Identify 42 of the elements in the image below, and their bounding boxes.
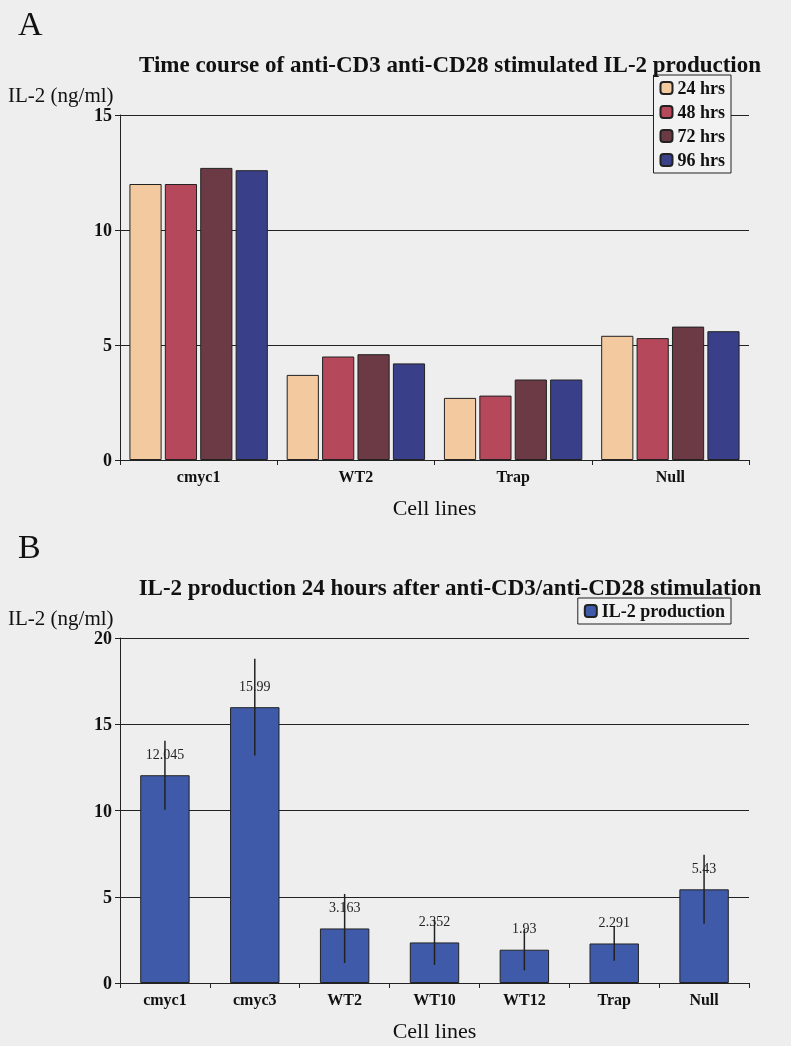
legend-label: 24 hrs: [677, 78, 726, 98]
y-tick-label: 5: [103, 335, 112, 355]
text: B: [18, 527, 41, 565]
data-label: 2.352: [418, 913, 451, 929]
legend-label: IL-2 production: [601, 601, 726, 621]
bar: [286, 374, 319, 460]
legend-label: 72 hrs: [677, 126, 726, 146]
bar: [357, 354, 390, 460]
y-tick-label: 10: [94, 800, 112, 821]
x-tick-label: Trap: [597, 990, 632, 1009]
x-tick-label: WT12: [503, 990, 546, 1008]
x-tick-label: WT2: [338, 467, 374, 485]
x-axis-title: Cell lines: [392, 1017, 477, 1043]
y-axis-title: IL-2 (ng/ml): [8, 82, 114, 107]
x-tick-label: cmyc1: [176, 467, 221, 486]
data-label: 2.291: [598, 914, 630, 930]
x-tick-label: cmyc3: [233, 990, 277, 1009]
data-label: 1.93: [512, 921, 537, 937]
x-tick-label: Trap: [496, 467, 530, 486]
x-tick-label: Null: [689, 990, 720, 1008]
text: A: [18, 4, 43, 42]
bar: [479, 395, 512, 460]
bar: [514, 379, 547, 460]
x-tick-label: WT2: [327, 990, 362, 1008]
legend-label: 48 hrs: [677, 102, 726, 122]
x-tick-label: cmyc1: [143, 990, 187, 1009]
bar: [322, 356, 355, 460]
y-tick-label: 5: [103, 886, 112, 907]
y-tick-label: 0: [103, 973, 112, 993]
y-tick-label: 15: [94, 714, 112, 735]
y-tick-label: 10: [94, 220, 112, 240]
bar: [550, 379, 583, 460]
chart-title: IL-2 production 24 hours after anti-CD3/anti-CD28 stimulation: [138, 574, 762, 600]
y-tick-label: 0: [103, 450, 112, 470]
chart-title: Time course of anti-CD3 anti-CD28 stimulated IL-2 production: [138, 51, 762, 77]
bar: [443, 397, 477, 460]
x-axis-title: Cell lines: [392, 494, 477, 520]
legend-label: 96 hrs: [677, 150, 726, 170]
bar: [392, 363, 426, 460]
y-axis-title: IL-2 (ng/ml): [8, 605, 114, 630]
x-tick-label: Null: [655, 467, 686, 485]
x-tick-label: WT10: [413, 990, 456, 1008]
